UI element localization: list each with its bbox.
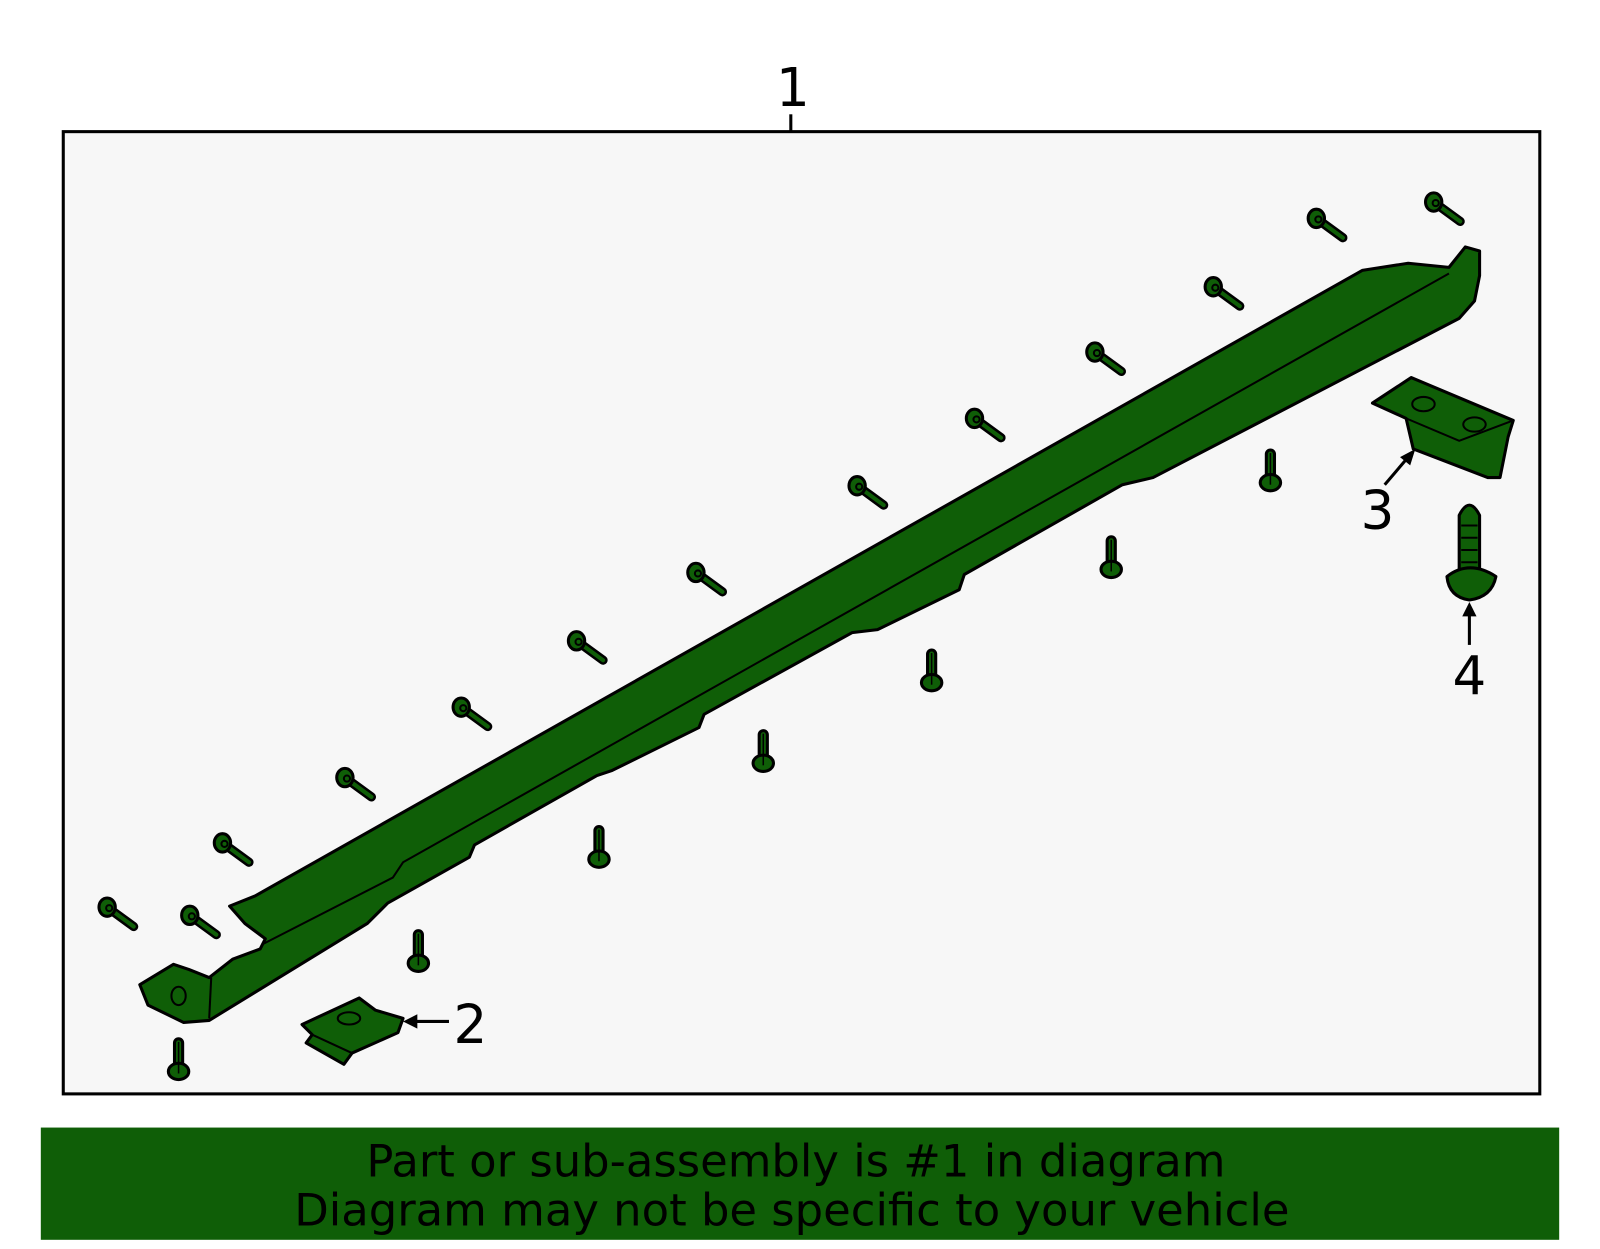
- hole: [170, 985, 187, 1007]
- clip: [300, 996, 405, 1066]
- bolt: [1445, 503, 1498, 602]
- screw: [1099, 535, 1123, 580]
- screw: [166, 1037, 191, 1082]
- screw: [1203, 276, 1245, 311]
- screw: [847, 475, 889, 510]
- screw: [1258, 448, 1283, 493]
- screw: [1423, 191, 1465, 227]
- arrow-head: [1462, 602, 1477, 617]
- arrow-head: [403, 1014, 418, 1029]
- rocker-edge: [208, 977, 213, 1019]
- footer-banner: [40, 1127, 1560, 1240]
- screw: [587, 825, 611, 869]
- callout-label: 2: [454, 994, 488, 1056]
- screw: [686, 561, 728, 597]
- callout-label: 4: [1453, 645, 1487, 707]
- footer-text: Part or sub-assembly is #1 in diagram: [366, 1135, 1225, 1188]
- screw: [751, 729, 775, 773]
- screw: [566, 630, 608, 665]
- footer-text: Diagram may not be specific to your vehi…: [294, 1184, 1289, 1237]
- screw: [1306, 207, 1348, 243]
- screw: [97, 896, 139, 932]
- callout-label: 1: [776, 57, 810, 119]
- leader-line: [1383, 456, 1410, 486]
- rocker-panel: [138, 245, 1482, 1024]
- screw: [212, 832, 254, 867]
- screw: [451, 696, 493, 732]
- bracket: [1370, 376, 1515, 480]
- arrow-head: [1400, 448, 1416, 466]
- screw: [1085, 341, 1127, 377]
- screw: [964, 407, 1006, 443]
- screw: [406, 929, 431, 973]
- callout-label: 3: [1361, 480, 1395, 542]
- screw: [335, 766, 377, 802]
- screw: [919, 648, 944, 693]
- rocker-edge: [262, 272, 1450, 945]
- screw: [180, 904, 221, 940]
